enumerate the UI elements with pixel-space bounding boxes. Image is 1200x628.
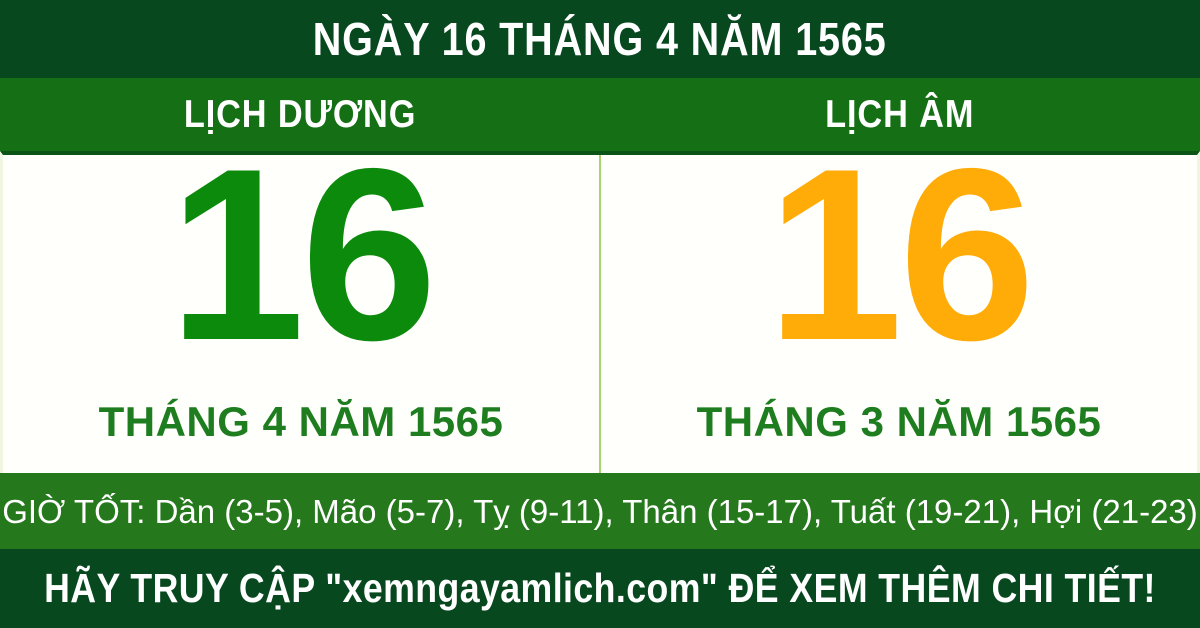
solar-column-header: LỊCH DƯƠNG — [0, 78, 600, 151]
cta-suffix: " ĐỂ XEM THÊM CHI TIẾT! — [700, 565, 1156, 611]
panel-divider — [599, 155, 601, 473]
lunar-panel: 16 THÁNG 3 NĂM 1565 — [601, 117, 1197, 473]
solar-panel: 16 THÁNG 4 NĂM 1565 — [3, 117, 599, 473]
footer-cta-text: HÃY TRUY CẬP "xemngayamlich.com" ĐỂ XEM … — [44, 568, 1156, 609]
calendar-panels: 16 THÁNG 4 NĂM 1565 16 THÁNG 3 NĂM 1565 — [0, 117, 1200, 473]
good-hours-bar: GIỜ TỐT: Dần (3-5), Mão (5-7), Tỵ (9-11)… — [0, 473, 1200, 549]
website-name: xemngayamlich.com — [342, 565, 701, 611]
column-headers: LỊCH DƯƠNG LỊCH ÂM — [0, 78, 1200, 151]
page-title: NGÀY 16 THÁNG 4 NĂM 1565 — [313, 13, 887, 65]
lunar-month-year: THÁNG 3 NĂM 1565 — [696, 398, 1102, 445]
footer-cta-bar: HÃY TRUY CẬP "xemngayamlich.com" ĐỂ XEM … — [0, 549, 1200, 628]
solar-month-year: THÁNG 4 NĂM 1565 — [98, 398, 504, 445]
solar-day-number: 16 — [168, 117, 438, 391]
solar-header-label: LỊCH DƯƠNG — [183, 93, 417, 136]
date-title-bar: NGÀY 16 THÁNG 4 NĂM 1565 — [0, 0, 1200, 78]
lunar-column-header: LỊCH ÂM — [600, 78, 1200, 151]
lunar-header-label: LỊCH ÂM — [825, 93, 975, 136]
cta-prefix: HÃY TRUY CẬP " — [44, 565, 343, 611]
good-hours-text: GIỜ TỐT: Dần (3-5), Mão (5-7), Tỵ (9-11)… — [2, 495, 1198, 528]
good-hours-list: Dần (3-5), Mão (5-7), Tỵ (9-11), Thân (1… — [154, 492, 1198, 530]
lunar-day-number: 16 — [766, 117, 1036, 391]
good-hours-label: GIỜ TỐT: — [2, 492, 155, 530]
